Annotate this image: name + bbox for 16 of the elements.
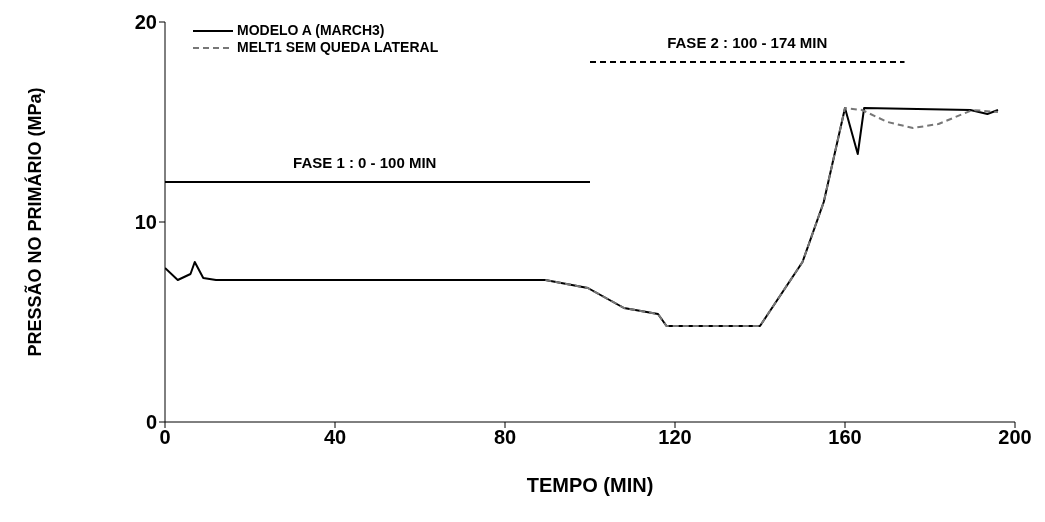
x-axis-title: TEMPO (MIN): [526, 474, 654, 496]
x-tick-label: 200: [998, 426, 1032, 449]
x-tick-label: 80: [493, 426, 517, 449]
y-tick-label: 0: [145, 411, 157, 434]
x-tick-label: 160: [828, 426, 862, 449]
y-tick-label: 20: [134, 11, 157, 34]
x-tick-label: 120: [658, 426, 692, 449]
legend-label: MODELO A (MARCH3): [237, 22, 385, 39]
annotation: FASE 2 : 100 - 174 MIN: [667, 34, 828, 51]
legend-label: MELT1 SEM QUEDA LATERAL: [237, 39, 439, 56]
x-tick-label: 0: [159, 426, 171, 449]
line-series: [544, 107, 999, 327]
y-axis-title: PRESSÃO NO PRIMÁRIO (MPa): [24, 87, 46, 357]
x-tick-label: 40: [323, 426, 347, 449]
annotation: FASE 1 : 0 - 100 MIN: [293, 154, 437, 171]
y-tick-label: 10: [134, 211, 157, 234]
